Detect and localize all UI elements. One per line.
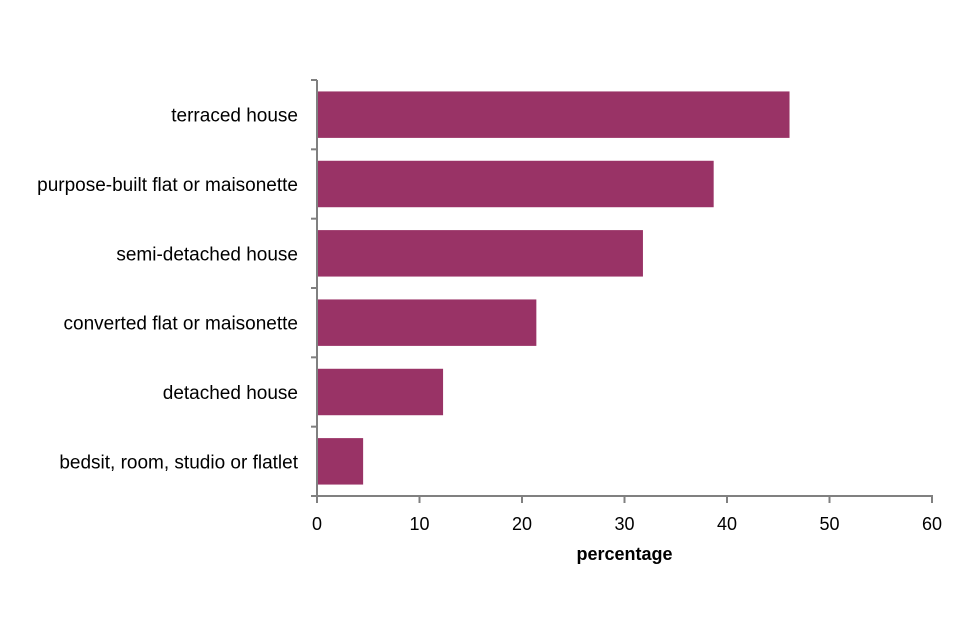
x-tick-label: 50 — [819, 514, 839, 534]
x-tick-label: 20 — [512, 514, 532, 534]
x-axis-ticks: 0 10 20 30 40 50 60 — [312, 496, 942, 534]
category-label-semi-detached-house: semi-detached house — [116, 244, 298, 265]
category-label-converted-flat-or-maisonette: converted flat or maisonette — [64, 314, 298, 335]
category-labels: terraced house purpose-built flat or mais… — [37, 106, 299, 474]
bar-semi-detached-house — [317, 230, 643, 277]
bar-terraced-house — [317, 91, 790, 138]
category-label-purpose-built-flat-or-maisonette: purpose-built flat or maisonette — [37, 175, 298, 196]
bar-bedsit-room-studio-or-flatlet — [317, 438, 364, 485]
x-tick-label: 30 — [614, 514, 634, 534]
bar-converted-flat-or-maisonette — [317, 299, 537, 346]
bar-purpose-built-flat-or-maisonette — [317, 160, 714, 208]
x-tick-label: 40 — [717, 514, 737, 534]
axes-group — [316, 80, 933, 497]
bars-group — [317, 91, 790, 485]
x-tick-label: 10 — [409, 514, 429, 534]
category-label-detached-house: detached house — [163, 383, 298, 404]
x-tick-label: 60 — [922, 514, 942, 534]
category-label-terraced-house: terraced house — [171, 106, 298, 127]
category-label-bedsit-room-studio-or-flatlet: bedsit, room, studio or flatlet — [59, 452, 298, 473]
x-tick-label: 0 — [312, 514, 322, 534]
x-axis-title: percentage — [576, 544, 672, 564]
bar-detached-house — [317, 368, 444, 416]
